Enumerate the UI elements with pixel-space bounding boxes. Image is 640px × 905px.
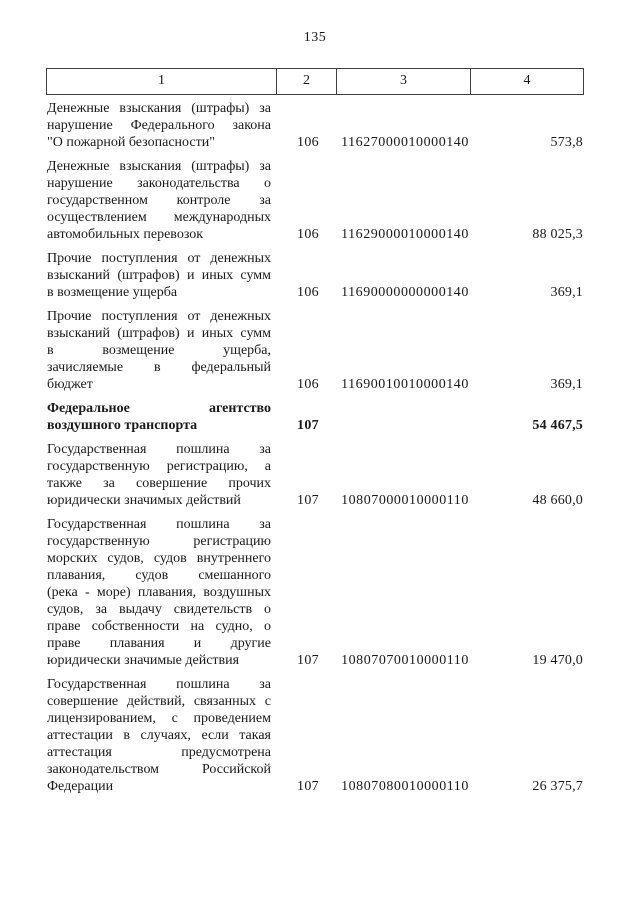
amount: 369,1 [550,285,583,300]
name-line: Федерации [47,779,114,794]
name-line: судов, за выдачу свидетельств о [47,602,271,617]
column-header-3: 3 [337,69,471,94]
kbk-code: 10807070010000110 [341,653,469,668]
name-line: лицензированием, с проведением [47,711,271,726]
column-header-4: 4 [523,73,531,88]
table-row: Государственная пошлина за совершение де… [46,676,584,795]
name-line: Прочие поступления от денежных [47,251,271,266]
name-line: в возмещение ущерба [47,285,178,300]
column-header-2: 2 [277,69,337,94]
name-line: в возмещение ущерба, [47,343,271,358]
admin-code: 106 [297,285,319,300]
name-line: бюджет [47,377,93,392]
amount: 573,8 [550,135,583,150]
table-header-row: 1 2 3 4 [46,68,584,95]
name-line: Денежные взыскания (штрафы) за [47,101,271,116]
amount: 26 375,7 [532,779,583,794]
table-row: Денежные взыскания (штрафы) за нарушение… [46,158,584,243]
column-header-1: 1 [47,69,277,94]
kbk-code: 10807080010000110 [341,779,469,794]
admin-code: 107 [297,418,319,433]
name-line: юридически значимых действий [47,493,241,508]
name-line: Денежные взыскания (штрафы) за [47,159,271,174]
kbk-code: 11690010010000140 [341,377,469,392]
name-line: "О пожарной безопасности" [47,135,215,150]
name-line: Государственная пошлина за [47,442,271,457]
amount: 19 470,0 [532,653,583,668]
kbk-code: 11627000010000140 [341,135,469,150]
page-number: 135 [303,30,327,45]
name-line: праве плавания и другие [47,636,271,651]
row-name: Государственная пошлина за государственн… [46,441,278,509]
name-line: совершение действий, связанных с [47,694,271,709]
row-name: Денежные взыскания (штрафы) за нарушение… [46,100,278,151]
amount: 54 467,5 [532,418,583,433]
row-name: Прочие поступления от денежных взысканий… [46,308,278,393]
name-line: государственную регистрацию [47,534,271,549]
table-row: Государственная пошлина за государственн… [46,441,584,509]
name-line: нарушение Федерального закона [47,118,271,133]
budget-revenue-table: 1 2 3 4 Денежные взыскания (штрафы) за н… [46,68,584,795]
amount: 48 660,0 [532,493,583,508]
name-line: аттестация предусмотрена [47,745,271,760]
admin-code: 106 [297,377,319,392]
name-line: юридически значимые действия [47,653,240,668]
row-name: Государственная пошлина за совершение де… [46,676,278,795]
admin-code: 107 [297,493,319,508]
amount: 88 025,3 [532,227,583,242]
kbk-code: 11629000010000140 [341,227,469,242]
name-line: морских судов, судов внутреннего [47,551,271,566]
name-line: зачисляемые в федеральный [47,360,271,375]
table-row: Государственная пошлина за государственн… [46,516,584,669]
name-line: взысканий (штрафов) и иных сумм [47,326,271,341]
table-row: Прочие поступления от денежных взысканий… [46,308,584,393]
row-name: Денежные взыскания (штрафы) за нарушение… [46,158,278,243]
kbk-code: 11690000000000140 [341,285,469,300]
name-line: государственную регистрацию, а [47,459,271,474]
table-row: Денежные взыскания (штрафы) за нарушение… [46,100,584,151]
name-line: Прочие поступления от денежных [47,309,271,324]
row-name: Федеральное агентство воздушного транспо… [46,400,278,434]
name-line: праве собственности на судно, о [47,619,271,634]
name-line: (река - море) плавания, воздушных [47,585,271,600]
name-line: плавания, судов смешанного [47,568,271,583]
row-name: Государственная пошлина за государственн… [46,516,278,669]
name-line: воздушного транспорта [47,418,198,433]
name-line: Государственная пошлина за [47,517,271,532]
admin-code: 107 [297,779,319,794]
admin-code: 106 [297,227,319,242]
table-row: Прочие поступления от денежных взысканий… [46,250,584,301]
name-line: государственном контроле за [47,193,271,208]
name-line: осуществлением международных [47,210,271,225]
name-line: Федеральное агентство [47,401,271,416]
admin-code: 106 [297,135,319,150]
name-line: также за совершение прочих [47,476,271,491]
name-line: взысканий (штрафов) и иных сумм [47,268,271,283]
kbk-code: 10807000010000110 [341,493,469,508]
name-line: автомобильных перевозок [47,227,204,242]
name-line: нарушение законодательства о [47,176,271,191]
admin-code: 107 [297,653,319,668]
amount: 369,1 [550,377,583,392]
row-name: Прочие поступления от денежных взысканий… [46,250,278,301]
name-line: аттестации в случаях, если такая [47,728,271,743]
table-row-agency: Федеральное агентство воздушного транспо… [46,400,584,434]
name-line: Государственная пошлина за [47,677,271,692]
name-line: законодательством Российской [47,762,271,777]
